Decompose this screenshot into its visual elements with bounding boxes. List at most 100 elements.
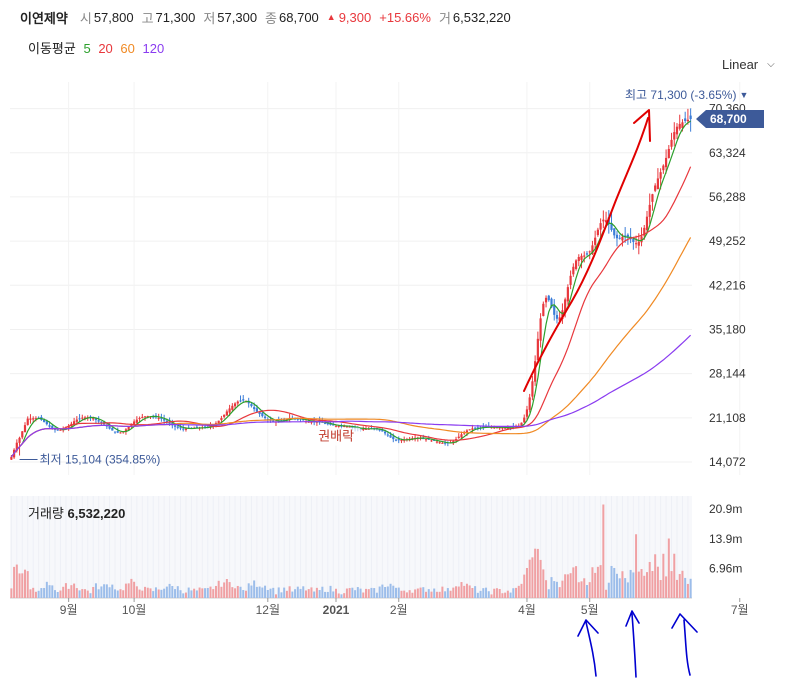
candle-body: [626, 234, 629, 237]
time-tick-label: 10월: [122, 603, 146, 617]
volume-bar: [62, 586, 65, 598]
volume-bar: [264, 585, 267, 598]
candle-body: [340, 425, 343, 427]
price-tick-label: 21,108: [709, 411, 746, 425]
volume-bar: [373, 588, 376, 598]
volume-bar: [678, 574, 681, 598]
low-label: 저: [203, 10, 216, 26]
volume-bar: [403, 590, 406, 598]
candle-body: [553, 305, 556, 315]
candle-body: [632, 238, 635, 242]
volume-bar: [54, 590, 57, 598]
candle-body: [51, 425, 54, 429]
candle-body: [78, 418, 81, 420]
price-tick-label: 42,216: [709, 278, 746, 292]
volume-bar: [433, 588, 436, 598]
candle-body: [138, 418, 141, 420]
volume-bar: [108, 587, 111, 598]
candle-body: [113, 431, 117, 433]
volume-bar: [498, 588, 501, 598]
grid-lines: [10, 82, 741, 475]
volume-bar: [231, 587, 234, 598]
candle-body: [444, 442, 447, 444]
ma-60-label[interactable]: 60: [120, 41, 135, 56]
volume-bar: [375, 592, 378, 598]
candle-body: [146, 416, 149, 418]
candle-body: [523, 417, 526, 423]
volume-bar: [416, 588, 419, 598]
current-price-tag: [696, 109, 764, 128]
open-label: 시: [79, 10, 92, 26]
volume-bar: [165, 586, 168, 598]
volume-bar: [632, 572, 635, 598]
scale-selector[interactable]: Linear ⌵: [722, 57, 775, 72]
volume-bar: [626, 582, 629, 598]
volume-panel-background: [10, 496, 692, 599]
volume-bar: [149, 588, 152, 598]
candle-body: [599, 223, 602, 230]
candle-body: [119, 432, 122, 434]
volume-bar: [195, 590, 198, 598]
volume-bar: [575, 566, 578, 598]
volume-bar: [21, 573, 24, 598]
ma-20-label[interactable]: 20: [98, 41, 113, 56]
candle-body: [468, 429, 471, 431]
volume-bar: [242, 590, 245, 598]
volume-bar: [670, 571, 673, 598]
volume-bar: [452, 587, 455, 598]
candle-body: [10, 456, 13, 460]
candle-body: [643, 227, 646, 236]
close-price: 68,700: [279, 9, 319, 25]
candle-body: [348, 426, 351, 428]
candle-body: [471, 428, 474, 430]
volume-bar: [228, 582, 231, 598]
candle-body: [223, 414, 226, 417]
candle-body: [337, 425, 340, 427]
scale-label: Linear: [722, 57, 759, 72]
candle-body: [381, 429, 384, 432]
candle-body: [397, 439, 400, 441]
volume-bar: [542, 569, 545, 598]
candle-body: [656, 178, 659, 190]
blue-arrow-1: [577, 619, 599, 677]
volume-bar: [689, 578, 692, 598]
volume-bar: [435, 591, 438, 598]
candle-body: [539, 318, 542, 341]
candle-body: [525, 409, 529, 417]
volume-bar: [673, 553, 676, 598]
candle-body: [438, 442, 441, 444]
volume-value: 6,532,220: [452, 9, 511, 25]
high-label: 고: [141, 10, 154, 26]
volume-bar: [223, 582, 226, 598]
candle-body: [272, 420, 275, 422]
volume-bar: [588, 582, 591, 598]
candle-body: [285, 418, 288, 421]
volume-bar: [474, 586, 477, 598]
volume-bar: [334, 588, 337, 598]
candle-body: [465, 430, 469, 433]
candle-body: [173, 425, 177, 427]
candle-body: [15, 442, 18, 451]
candle-body: [32, 418, 35, 420]
volume-bar: [343, 593, 346, 598]
candle-body: [263, 416, 267, 419]
ma-120-label[interactable]: 120: [142, 41, 165, 56]
ma-5-label[interactable]: 5: [83, 41, 91, 56]
candle-body: [536, 338, 539, 361]
candle-body: [217, 420, 220, 424]
volume-bar: [310, 587, 313, 598]
price-axis: 70,36063,32456,28849,25242,21635,18028,1…: [709, 102, 746, 469]
volume-bar: [602, 504, 605, 598]
volume-bar: [253, 580, 256, 598]
volume-bar: [444, 591, 447, 598]
volume-bar: [277, 587, 280, 598]
volume-bar: [133, 581, 136, 598]
candle-body: [585, 253, 589, 255]
volume-bar: [154, 587, 157, 598]
volume-bar: [681, 570, 684, 598]
candle-body: [673, 132, 676, 140]
price-tick-label: 63,324: [709, 146, 746, 160]
volume-bar: [629, 569, 632, 598]
low-price: 57,300: [217, 9, 258, 25]
